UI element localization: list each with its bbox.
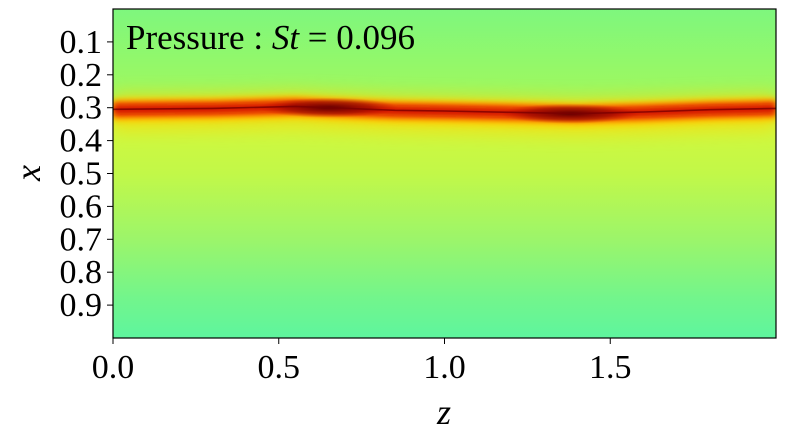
title-symbol: St [272, 18, 301, 57]
title-equals: = [299, 18, 336, 57]
chart-title: Pressure : St = 0.096 [126, 18, 415, 57]
x-tick-label: 1.0 [423, 349, 466, 386]
x-tick-label: 1.5 [589, 349, 632, 386]
y-tick-label: 0.1 [60, 24, 103, 61]
pressure-band [113, 90, 776, 136]
heatmap-plot-area [113, 9, 776, 338]
y-tick-label: 0.9 [60, 287, 103, 324]
title-prefix: Pressure : [126, 18, 272, 57]
title-value: 0.096 [336, 18, 415, 57]
x-axis-ticks: 0.0 0.5 1.0 1.5 [92, 338, 632, 386]
y-axis-ticks: 0.10.20.30.40.50.60.70.80.9 [60, 24, 113, 324]
y-tick-label: 0.7 [60, 221, 103, 258]
y-axis-label: x [8, 165, 48, 182]
y-tick-label: 0.8 [60, 254, 103, 291]
y-tick-label: 0.2 [60, 57, 103, 94]
x-tick-label: 0.5 [258, 349, 301, 386]
band-center-line [113, 105, 776, 115]
y-tick-label: 0.3 [60, 90, 103, 127]
y-tick-label: 0.5 [60, 156, 103, 193]
x-tick-label: 0.0 [92, 349, 135, 386]
x-axis-label: z [436, 392, 451, 432]
y-tick-label: 0.4 [60, 123, 103, 160]
y-tick-label: 0.6 [60, 188, 103, 225]
heatmap-field [113, 9, 776, 338]
